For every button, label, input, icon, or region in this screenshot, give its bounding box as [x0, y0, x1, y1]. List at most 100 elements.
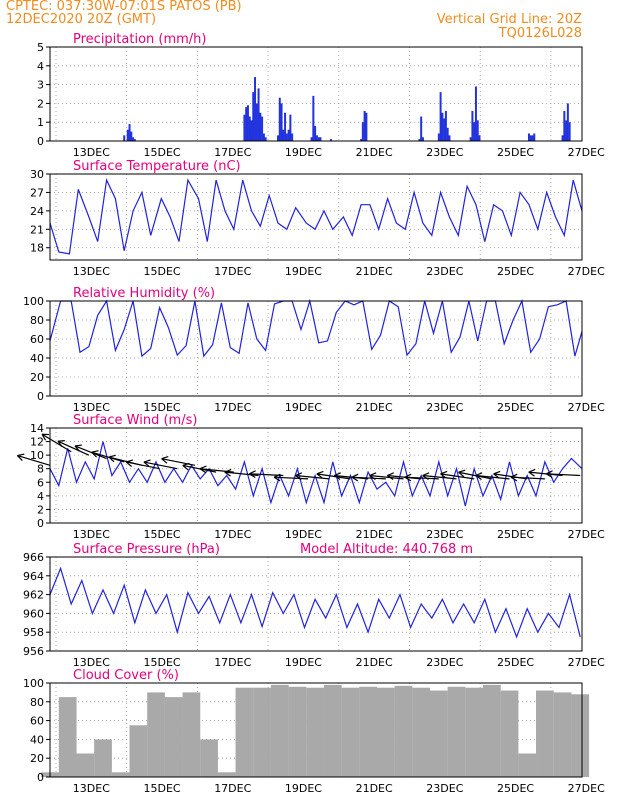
x-tick-label: 13DEC: [73, 528, 110, 541]
precip-bar: [563, 110, 566, 141]
cloud-bar: [412, 687, 431, 777]
y-tick-label: 4: [37, 60, 44, 73]
cloud-bar: [253, 687, 271, 777]
precip-bar: [439, 92, 442, 141]
wind-arrow: [475, 474, 510, 480]
x-tick-label: 27DEC: [568, 782, 605, 795]
wind-arrow-head: [41, 433, 47, 441]
precip-bar: [133, 139, 136, 141]
precip-bar: [330, 139, 333, 141]
wind-arrow-head: [334, 472, 341, 477]
x-tick-label: 27DEC: [568, 146, 605, 159]
panel-frame: [49, 173, 583, 261]
precip-bar: [529, 135, 532, 141]
x-tick-label: 21DEC: [356, 528, 393, 541]
y-tick-label: 100: [23, 295, 44, 308]
precip-bar: [473, 122, 476, 141]
cloud-bar: [200, 739, 218, 777]
wind-arrow-head: [273, 473, 281, 478]
panel-title: Relative Humidity (%): [73, 286, 215, 301]
panel-annotation: Model Altitude: 440.768 m: [300, 542, 473, 557]
wind-arrow-head: [57, 440, 65, 442]
cloud-bar: [217, 772, 236, 777]
x-tick-label: 19DEC: [285, 146, 322, 159]
wind-arrow-head: [546, 470, 553, 475]
precip-bar: [277, 135, 279, 141]
y-tick-label: 2: [37, 503, 44, 516]
y-tick-label: 0: [37, 771, 44, 784]
precip-bar: [448, 135, 451, 141]
precip-bar: [317, 137, 320, 141]
x-tick-label: 25DEC: [497, 782, 534, 795]
precip-bar: [128, 124, 131, 141]
product-code: TQ0126L028: [498, 26, 582, 41]
panel-frame: [49, 682, 583, 778]
wind-arrow-head: [545, 473, 553, 478]
x-tick-label: 25DEC: [497, 401, 534, 414]
wind-arrow-head: [475, 472, 483, 477]
cloud-bar: [147, 692, 165, 777]
x-tick-label: 13DEC: [73, 782, 110, 795]
wind-arrow-head: [182, 462, 190, 467]
x-tick-label: 25DEC: [497, 528, 534, 541]
x-tick-label: 21DEC: [356, 782, 393, 795]
precip-bar: [420, 116, 423, 141]
y-tick-label: 960: [23, 607, 44, 620]
precip-bar: [312, 95, 315, 141]
x-tick-label: 23DEC: [426, 782, 463, 795]
y-tick-label: 1: [37, 116, 44, 129]
y-tick-label: 40: [30, 733, 44, 746]
x-tick-label: 25DEC: [497, 146, 534, 159]
y-tick-label: 27: [30, 186, 44, 199]
cloud-bar: [182, 692, 201, 777]
wind-arrow-head: [369, 475, 376, 480]
y-tick-label: 0: [37, 135, 44, 148]
cloud-bar: [465, 687, 484, 777]
precip-bar: [469, 137, 472, 141]
y-tick-label: 12: [30, 436, 44, 449]
wind-arrow-head: [125, 461, 132, 468]
y-tick-label: 6: [37, 476, 44, 489]
series-line: [49, 566, 581, 639]
wind-arrow: [295, 474, 330, 480]
series-line: [49, 441, 583, 507]
wind-arrow-head: [295, 472, 303, 477]
station-header: CPTEC: 037:30W-07:01S PATOS (PB): [6, 0, 242, 14]
precip-bar: [531, 135, 534, 141]
wind-arrow-head: [510, 476, 518, 482]
x-tick-label: 13DEC: [73, 146, 110, 159]
x-tick-label: 27DEC: [568, 401, 605, 414]
y-tick-label: 30: [30, 168, 44, 181]
wind-arrow: [182, 464, 217, 473]
precip-bar: [471, 110, 474, 141]
x-tick-label: 19DEC: [285, 401, 322, 414]
cloud-bar: [447, 686, 466, 777]
y-tick-label: 80: [30, 314, 44, 327]
cloud-bar: [306, 687, 324, 777]
wind-arrow: [510, 476, 545, 480]
cloud-bar: [518, 753, 537, 777]
y-tick-label: 24: [30, 205, 44, 218]
precip-bar: [291, 133, 294, 141]
wind-arrow: [387, 474, 422, 480]
precip-bar: [289, 114, 292, 141]
wind-arrow-head: [493, 470, 501, 475]
panel-frame: [49, 556, 583, 652]
cloud-bar: [376, 687, 395, 777]
precip-bar: [250, 120, 253, 141]
y-tick-label: 8: [37, 463, 44, 476]
precip-bar: [264, 137, 267, 141]
panel-frame: [49, 427, 583, 524]
wind-arrow: [316, 473, 351, 480]
precip-bar: [257, 88, 260, 141]
wind-arrow: [57, 440, 90, 456]
cloud-bar: [270, 684, 289, 777]
precip-bar: [248, 116, 251, 141]
cloud-bar: [235, 687, 254, 777]
x-tick-label: 15DEC: [144, 265, 181, 278]
wind-arrow-head: [404, 476, 412, 482]
wind-arrow-head: [316, 473, 323, 479]
x-tick-label: 17DEC: [214, 401, 251, 414]
precip-bar: [262, 133, 265, 141]
